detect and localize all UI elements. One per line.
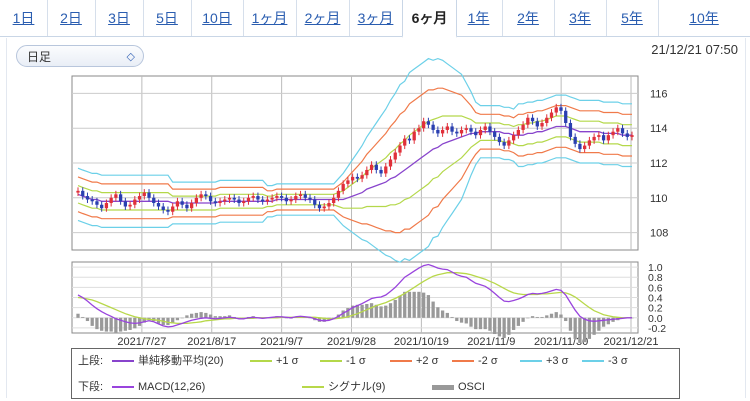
chart-panel bbox=[6, 38, 746, 398]
legend-item: -3 σ bbox=[582, 351, 628, 371]
legend-swatch bbox=[320, 360, 342, 363]
legend-item-label: -1 σ bbox=[346, 355, 366, 367]
legend-item-label: -3 σ bbox=[608, 355, 628, 367]
legend-item-label: OSCI bbox=[458, 381, 485, 393]
legend-item: +1 σ bbox=[250, 351, 298, 371]
timestamp: 21/12/21 07:50 bbox=[651, 42, 738, 57]
tab-8[interactable]: 3ヶ月 bbox=[349, 0, 403, 36]
legend-item: OSCI bbox=[432, 377, 485, 397]
tab-13[interactable]: 5年 bbox=[606, 0, 659, 36]
legend-item-label: シグナル(9) bbox=[328, 381, 386, 393]
legend-upper-label: 上段: bbox=[78, 355, 104, 367]
legend-upper-row: 上段: 単純移動平均(20) +1 σ -1 σ +2 σ -2 σ +3 σ -3 σ bbox=[72, 351, 679, 371]
candle-period-select[interactable]: 日足 ◇ bbox=[16, 45, 144, 67]
legend-item: MACD(12,26) bbox=[112, 377, 205, 397]
legend-item-label: +1 σ bbox=[276, 355, 299, 367]
tab-1[interactable]: 1日 bbox=[0, 0, 48, 36]
legend-swatch bbox=[112, 360, 134, 363]
legend-item-label: MACD(12,26) bbox=[138, 381, 206, 393]
legend-swatch bbox=[302, 386, 324, 389]
legend-item: -2 σ bbox=[452, 351, 498, 371]
legend-item-label: -2 σ bbox=[478, 355, 498, 367]
legend-item: +2 σ bbox=[390, 351, 438, 371]
updown-chevron-icon: ◇ bbox=[126, 51, 135, 63]
legend-item: 単純移動平均(20) bbox=[112, 351, 224, 371]
tab-12[interactable]: 3年 bbox=[554, 0, 607, 36]
tab-4[interactable]: 5日 bbox=[143, 0, 192, 36]
tab-6[interactable]: 1ヶ月 bbox=[243, 0, 297, 36]
legend-swatch bbox=[390, 360, 412, 363]
legend-swatch bbox=[520, 360, 542, 363]
tab-3[interactable]: 3日 bbox=[95, 0, 144, 36]
candle-period-value: 日足 bbox=[27, 50, 52, 64]
legend-item-label: 単純移動平均(20) bbox=[138, 355, 224, 367]
tab-11[interactable]: 2年 bbox=[502, 0, 555, 36]
legend-item-label: +3 σ bbox=[546, 355, 569, 367]
legend-lower-label: 下段: bbox=[78, 381, 104, 393]
legend-item: シグナル(9) bbox=[302, 377, 385, 397]
legend-swatch bbox=[452, 360, 474, 363]
legend-swatch bbox=[432, 384, 454, 390]
legend-swatch bbox=[112, 386, 134, 389]
legend-item: -1 σ bbox=[320, 351, 366, 371]
legend-lower-row: 下段: MACD(12,26) シグナル(9) OSCI bbox=[72, 377, 679, 397]
tab-7[interactable]: 2ヶ月 bbox=[296, 0, 350, 36]
period-tabs: 1日 2日 3日 5日 10日 1ヶ月 2ヶ月 3ヶ月 6ヶ月 1年 2年 3年 5年 10年 bbox=[0, 0, 750, 38]
legend-swatch bbox=[250, 360, 272, 363]
tab-14[interactable]: 10年 bbox=[658, 0, 750, 36]
legend-swatch bbox=[582, 360, 604, 363]
tab-10[interactable]: 1年 bbox=[455, 0, 503, 36]
legend-item-label: +2 σ bbox=[416, 355, 439, 367]
tab-2[interactable]: 2日 bbox=[47, 0, 96, 36]
tab-5[interactable]: 10日 bbox=[191, 0, 244, 36]
tab-9[interactable]: 6ヶ月 bbox=[402, 0, 457, 38]
legend: 上段: 単純移動平均(20) +1 σ -1 σ +2 σ -2 σ +3 σ -3 σ 下… bbox=[71, 348, 680, 399]
legend-item: +3 σ bbox=[520, 351, 568, 371]
